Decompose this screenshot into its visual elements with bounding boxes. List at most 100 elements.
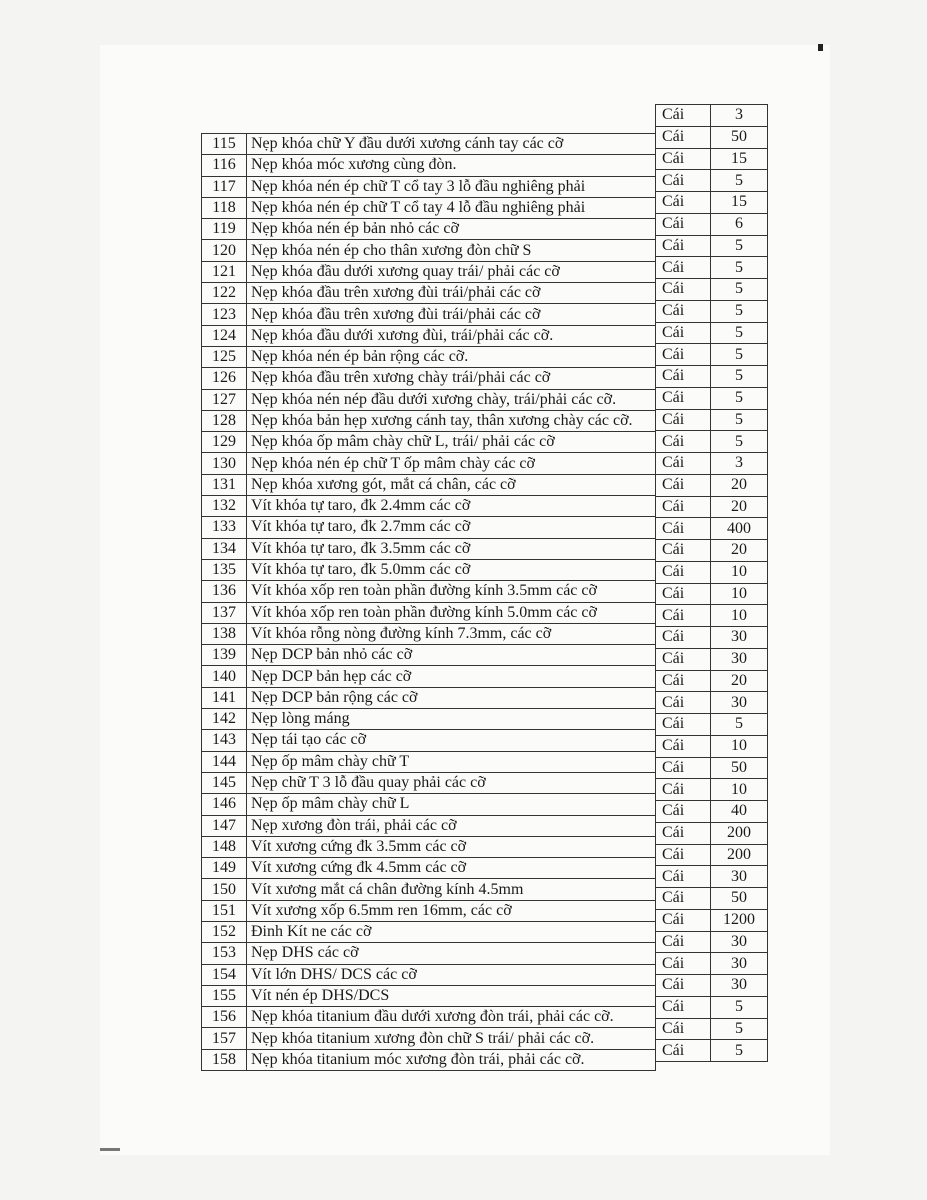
item-name: Nẹp DCP bản rộng các cỡ: [246, 686, 656, 710]
item-name: Nẹp DCP bản hẹp các cỡ: [246, 665, 656, 688]
unit-cell: Cái: [655, 995, 711, 1019]
quantity-cell: 10: [710, 604, 768, 627]
item-name: Vít khóa xốp ren toàn phần đường kính 5.…: [246, 601, 656, 624]
quantity-row: Cái 5: [655, 234, 768, 258]
item-name: Nẹp khóa bản hẹp xương cánh tay, thân xư…: [246, 409, 656, 433]
item-number: 121: [201, 260, 247, 284]
table-row: 148 Vít xương cứng đk 3.5mm các cỡ: [201, 835, 656, 859]
quantity-cell: 200: [710, 843, 768, 867]
item-number: 153: [201, 942, 247, 965]
quantity-cell: 20: [710, 539, 768, 562]
item-number: 116: [201, 154, 247, 177]
quantity-cell: 5: [710, 169, 768, 192]
item-name: Vít khóa tự taro, đk 2.4mm các cỡ: [246, 495, 656, 518]
unit-cell: Cái: [655, 517, 711, 540]
item-number: 129: [201, 431, 247, 454]
unit-cell: Cái: [655, 691, 711, 714]
quantity-row: Cái 5: [655, 343, 768, 366]
table-row: 127 Nẹp khóa nén nép đầu dưới xương chày,…: [201, 388, 656, 411]
unit-cell: Cái: [655, 147, 711, 171]
table-row: 135 Vít khóa tự taro, đk 5.0mm các cỡ: [201, 558, 656, 582]
item-number: 148: [201, 835, 247, 859]
quantity-row: Cái 30: [655, 691, 768, 714]
table-row: 124 Nẹp khóa đầu dưới xương đùi, trái/phả…: [201, 324, 656, 347]
item-name: Nẹp xương đòn trái, phải các cỡ: [246, 814, 656, 837]
quantity-row: Cái 5: [655, 386, 768, 410]
table-row: 119 Nẹp khóa nén ép bản nhỏ các cỡ: [201, 218, 656, 241]
unit-cell: Cái: [655, 800, 711, 823]
item-number: 135: [201, 558, 247, 582]
item-number: 115: [201, 132, 247, 156]
quantity-row: Cái 50: [655, 125, 768, 149]
item-name: Nẹp khóa chữ Y đầu dưới xương cánh tay c…: [246, 132, 656, 156]
quantity-cell: 5: [710, 408, 768, 432]
unit-cell: Cái: [655, 212, 711, 236]
item-name: Vít xương cứng đk 3.5mm các cỡ: [246, 835, 656, 859]
item-number: 126: [201, 367, 247, 390]
item-name: Nẹp khóa nén ép cho thân xương đòn chữ S: [246, 239, 656, 262]
quantity-row: Cái 10: [655, 582, 768, 606]
unit-cell: Cái: [655, 343, 711, 366]
quantity-cell: 20: [710, 669, 768, 693]
quantity-cell: 400: [710, 517, 768, 540]
table-row: 126 Nẹp khóa đầu trên xương chày trái/phả…: [201, 367, 656, 390]
unit-cell: Cái: [655, 321, 711, 345]
item-name: Nẹp khóa titanium đầu dưới xương đòn trá…: [246, 1006, 656, 1029]
unit-cell: Cái: [655, 278, 711, 301]
unit-cell: Cái: [655, 299, 711, 323]
quantity-row: Cái 10: [655, 560, 768, 584]
item-number: 128: [201, 409, 247, 433]
quantity-row: Cái 30: [655, 865, 768, 888]
table-row: 145 Nẹp chữ T 3 lỗ đầu quay phải các cỡ: [201, 771, 656, 795]
item-name: Vít nén ép DHS/DCS: [246, 984, 656, 1008]
item-name: Vít xương mắt cá chân đường kính 4.5mm: [246, 878, 656, 901]
quantity-row: Cái 15: [655, 191, 768, 214]
quantity-row: Cái 5: [655, 321, 768, 345]
item-name: Nẹp ốp mâm chày chữ L: [246, 793, 656, 816]
table-row: 158 Nẹp khóa titanium móc xương đòn trái,…: [201, 1048, 656, 1072]
scan-mark: [818, 44, 823, 51]
item-name: Nẹp khóa đầu dưới xương đùi, trái/phải c…: [246, 324, 656, 347]
quantity-cell: 30: [710, 930, 768, 954]
unit-cell: Cái: [655, 1039, 711, 1062]
quantity-row: Cái 5: [655, 408, 768, 432]
item-number: 154: [201, 963, 247, 986]
quantity-row: Cái 5: [655, 169, 768, 192]
quantity-row: Cái 10: [655, 778, 768, 801]
quantity-cell: 30: [710, 647, 768, 671]
item-number: 119: [201, 218, 247, 241]
quantity-row: Cái 30: [655, 952, 768, 975]
quantity-cell: 10: [710, 778, 768, 801]
item-name: Nẹp lòng máng: [246, 708, 656, 731]
quantity-row: Cái 10: [655, 604, 768, 627]
item-number: 141: [201, 686, 247, 710]
quantity-cell: 20: [710, 473, 768, 497]
quantity-cell: 5: [710, 321, 768, 345]
table-row: 138 Vít khóa rỗng nòng đường kính 7.3mm, …: [201, 622, 656, 646]
quantity-cell: 5: [710, 299, 768, 323]
item-name: Nẹp ốp mâm chày chữ T: [246, 750, 656, 773]
unit-cell: Cái: [655, 734, 711, 758]
quantity-cell: 5: [710, 1039, 768, 1062]
unit-cell: Cái: [655, 473, 711, 497]
table-row: 155 Vít nén ép DHS/DCS: [201, 984, 656, 1008]
quantity-row: Cái 30: [655, 974, 768, 997]
quantity-row: Cái 30: [655, 626, 768, 649]
item-number: 124: [201, 324, 247, 347]
item-name: Vít khóa tự taro, đk 3.5mm các cỡ: [246, 537, 656, 560]
quantity-cell: 40: [710, 800, 768, 823]
table-row: 122 Nẹp khóa đầu trên xương đùi trái/phải…: [201, 282, 656, 305]
table-row: 125 Nẹp khóa nén ép bản rộng các cỡ.: [201, 345, 656, 369]
item-name: Nẹp khóa nén ép chữ T ốp mâm chày các cỡ: [246, 452, 656, 475]
table-row: 120 Nẹp khóa nén ép cho thân xương đòn ch…: [201, 239, 656, 262]
unit-cell: Cái: [655, 1017, 711, 1041]
unit-cell: Cái: [655, 887, 711, 910]
item-number: 136: [201, 580, 247, 603]
unit-cell: Cái: [655, 452, 711, 475]
item-number: 150: [201, 878, 247, 901]
quantity-row: Cái 50: [655, 756, 768, 780]
quantity-row: Cái 5: [655, 299, 768, 323]
item-number: 149: [201, 857, 247, 880]
item-name: Nẹp khóa đầu trên xương chày trái/phải c…: [246, 367, 656, 390]
quantity-row: Cái 5: [655, 256, 768, 279]
